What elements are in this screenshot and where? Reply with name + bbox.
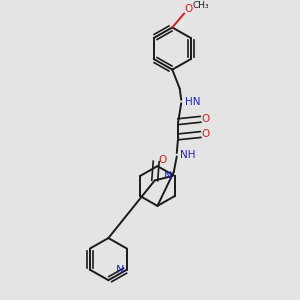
Text: HN: HN: [185, 97, 200, 107]
Text: O: O: [184, 4, 193, 14]
Text: N: N: [116, 265, 124, 275]
Text: O: O: [202, 129, 210, 139]
Text: N: N: [164, 171, 172, 181]
Text: O: O: [159, 155, 167, 165]
Text: O: O: [202, 114, 210, 124]
Text: CH₃: CH₃: [192, 1, 209, 10]
Text: NH: NH: [180, 150, 196, 160]
